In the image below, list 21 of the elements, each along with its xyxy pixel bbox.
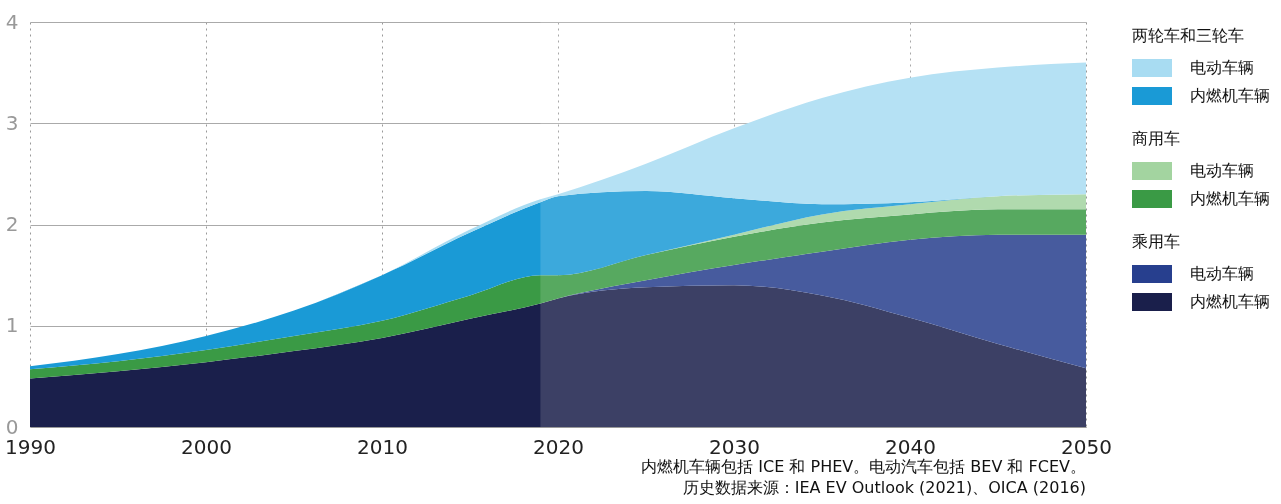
x-tick-label: 2040 (885, 434, 936, 459)
y-tick-label: 1 (5, 313, 19, 338)
text: 内燃机车辆包括 ICE 和 PHEV。电动汽车包括 BEV 和 FCEV。 (641, 457, 1086, 476)
y-tick-label: 3 (5, 110, 19, 135)
x-tick-label: 2000 (181, 434, 232, 459)
text: 商用车 (1132, 129, 1180, 148)
x-tick-label: 2020 (533, 434, 584, 459)
x-tick-label: 2010 (357, 434, 408, 459)
text: 历史数据来源：IEA EV Outlook (2021)、OICA (2016) (682, 478, 1086, 497)
legend-label: 内燃机车辆 (1190, 189, 1270, 208)
y-tick-label: 2 (5, 212, 19, 236)
y-tick-label: 4 (5, 9, 19, 34)
text: 乘用车 (1132, 232, 1180, 251)
legend-label: 内燃机车辆 (1190, 292, 1270, 311)
legend-label: 电动车辆 (1190, 264, 1254, 283)
x-tick-label: 2050 (1061, 434, 1112, 459)
legend-label: 内燃机车辆 (1190, 86, 1270, 105)
text: 两轮车和三轮车 (1132, 26, 1244, 45)
legend-label: 电动车辆 (1190, 58, 1254, 77)
x-tick-label: 2030 (709, 434, 760, 459)
legend-label: 电动车辆 (1190, 161, 1254, 180)
